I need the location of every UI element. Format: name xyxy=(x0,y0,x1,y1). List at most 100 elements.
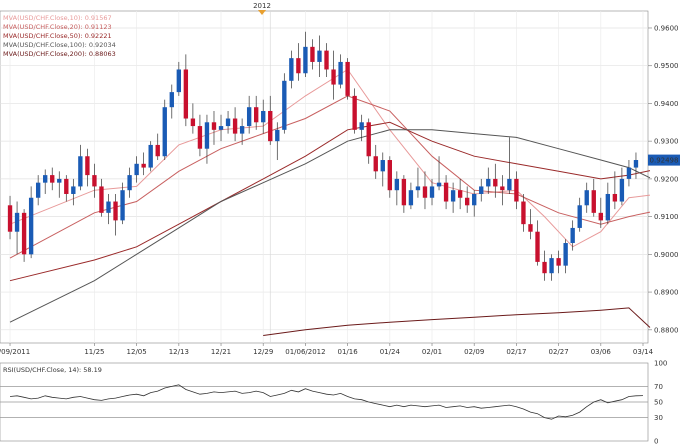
rsi-tick-label: 0 xyxy=(654,438,658,446)
candle-up xyxy=(225,118,231,127)
rsi-tick-label: 50 xyxy=(654,399,663,407)
candle-down xyxy=(50,175,55,183)
rsi-line xyxy=(9,384,644,420)
candle-down xyxy=(296,58,301,74)
candle-up xyxy=(239,126,245,134)
date-axis: 11/09/2011 11/25 12/05 12/13 12/21 12/29 01/06… xyxy=(0,343,654,356)
candle-down xyxy=(99,186,104,213)
candle-down xyxy=(310,46,315,62)
candle-up xyxy=(380,160,385,172)
candle-down xyxy=(387,160,392,191)
price-tick-label: 0.9100 xyxy=(654,213,679,221)
date-tick-label: 12/13 xyxy=(169,348,189,356)
rsi-series-line xyxy=(9,384,644,420)
candle-up xyxy=(204,122,210,149)
candle-up xyxy=(169,92,174,108)
candle-up xyxy=(549,258,554,274)
candlesticks xyxy=(7,31,639,281)
candle-up xyxy=(479,186,484,194)
candle-up xyxy=(619,178,625,202)
candle-down xyxy=(85,156,90,176)
candle-down xyxy=(190,118,196,127)
candle-up xyxy=(563,243,568,266)
price-axis: 0.9600 0.9500 0.9400 0.9300 0.9200 0.9100 0.90… xyxy=(648,24,679,334)
candle-down xyxy=(113,201,118,221)
rsi-grid xyxy=(0,386,648,418)
candle-up xyxy=(507,178,512,191)
date-tick-label: 12/21 xyxy=(211,348,231,356)
date-tick-label: 02/17 xyxy=(506,348,526,356)
candle-up xyxy=(633,160,639,168)
price-tick-label: 0.9500 xyxy=(654,62,679,70)
candle-down xyxy=(401,178,407,206)
date-tick-label: 02/01 xyxy=(422,348,442,356)
candle-down xyxy=(528,224,533,232)
legend-ma50: MVA(USD/CHF.Close,50): 0.92221 xyxy=(3,32,112,40)
candle-down xyxy=(535,231,540,262)
candle-down xyxy=(352,95,357,130)
current-price-tag: 0.92498 xyxy=(648,154,680,166)
candle-down xyxy=(542,261,547,274)
candle-down xyxy=(366,122,371,157)
ma-legend: MVA(USD/CHF.Close,10): 0.91567 MVA(USD/C… xyxy=(3,14,116,58)
price-tick-label: 0.8900 xyxy=(654,289,679,297)
candle-down xyxy=(612,193,618,202)
candle-down xyxy=(331,69,336,85)
price-tick-label: 0.9000 xyxy=(654,251,679,259)
candle-up xyxy=(317,50,322,62)
candle-down xyxy=(345,61,350,96)
candle-up xyxy=(275,129,280,142)
candle-up xyxy=(28,197,34,255)
candle-down xyxy=(141,163,146,168)
candle-down xyxy=(493,178,498,187)
candle-up xyxy=(626,167,632,179)
candle-up xyxy=(57,178,62,183)
price-tick-label: 0.8800 xyxy=(654,326,679,334)
date-tick-label: 01/06/2012 xyxy=(285,348,325,356)
rsi-legend: RSI(USD/CHF.Close, 14): 58.19 xyxy=(3,366,102,374)
candle-down xyxy=(591,190,596,213)
date-tick-label: 02/27 xyxy=(549,348,569,356)
candle-up xyxy=(261,110,266,123)
candle-down xyxy=(324,50,329,70)
rsi-tick-label: 100 xyxy=(654,360,667,368)
candle-up xyxy=(176,69,182,93)
candle-down xyxy=(183,69,189,119)
candle-down xyxy=(92,175,97,187)
candle-up xyxy=(303,46,308,74)
candle-up xyxy=(282,80,287,130)
legend-ma20: MVA(USD/CHF.Close,20): 0.91123 xyxy=(3,23,112,31)
candle-down xyxy=(7,205,13,232)
candle-up xyxy=(71,186,76,194)
date-tick-label: 03/14 xyxy=(633,348,654,356)
candle-down xyxy=(556,258,561,266)
candle-up xyxy=(43,175,48,183)
price-tick-label: 0.9300 xyxy=(654,138,679,146)
candle-up xyxy=(436,182,442,187)
date-tick-label: 01/24 xyxy=(380,348,401,356)
candle-down xyxy=(254,107,259,123)
candle-down xyxy=(197,126,203,149)
candle-down xyxy=(598,212,603,221)
candle-up xyxy=(134,163,139,176)
candle-down xyxy=(422,186,428,198)
date-tick-label: 12/29 xyxy=(253,348,273,356)
candle-up xyxy=(218,126,224,130)
date-tick-label: 02/09 xyxy=(464,348,484,356)
candle-down xyxy=(464,197,470,206)
price-tick-label: 0.9200 xyxy=(654,175,679,183)
candle-up xyxy=(127,175,132,191)
candle-up xyxy=(338,61,343,85)
candle-up xyxy=(486,178,491,187)
candle-up xyxy=(394,178,400,191)
candle-up xyxy=(429,186,435,198)
legend-ma100: MVA(USD/CHF.Close,100): 0.92034 xyxy=(3,41,116,49)
candle-up xyxy=(78,156,83,187)
candle-down xyxy=(457,190,463,198)
candle-up xyxy=(14,212,20,232)
candle-up xyxy=(584,190,589,206)
candle-up xyxy=(35,182,41,198)
candle-up xyxy=(415,186,421,191)
